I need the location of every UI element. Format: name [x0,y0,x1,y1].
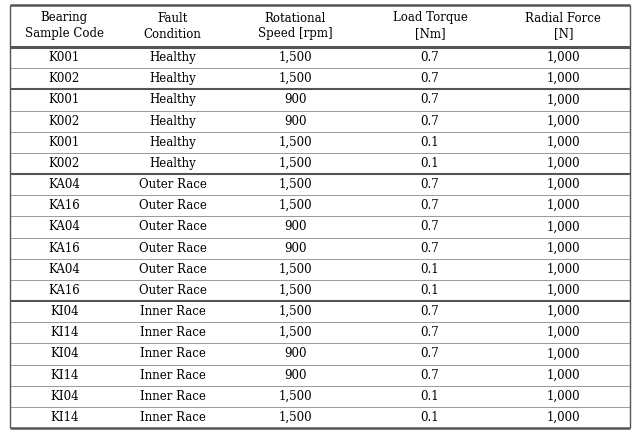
Text: 1,500: 1,500 [278,411,312,424]
Text: 900: 900 [284,94,307,107]
Text: KA04: KA04 [48,178,80,191]
Text: 0.1: 0.1 [420,411,440,424]
Text: KI14: KI14 [50,368,79,381]
Text: 1,000: 1,000 [547,178,580,191]
Text: 0.1: 0.1 [420,136,440,149]
Text: K002: K002 [49,157,80,170]
Text: Healthy: Healthy [149,157,196,170]
Text: Inner Race: Inner Race [140,411,205,424]
Text: Outer Race: Outer Race [139,263,207,276]
Text: 1,000: 1,000 [547,368,580,381]
Text: Healthy: Healthy [149,51,196,64]
Text: 0.1: 0.1 [420,263,440,276]
Text: KA16: KA16 [49,242,80,255]
Text: 0.7: 0.7 [420,347,440,360]
Text: 0.7: 0.7 [420,199,440,212]
Text: Healthy: Healthy [149,136,196,149]
Text: KA16: KA16 [49,284,80,297]
Text: Inner Race: Inner Race [140,305,205,318]
Text: Outer Race: Outer Race [139,284,207,297]
Text: K001: K001 [49,94,80,107]
Text: 0.1: 0.1 [420,284,440,297]
Text: K002: K002 [49,72,80,85]
Text: Outer Race: Outer Race [139,199,207,212]
Text: Rotational
Speed [rpm]: Rotational Speed [rpm] [258,12,333,41]
Text: 1,000: 1,000 [547,136,580,149]
Text: 0.1: 0.1 [420,157,440,170]
Text: 1,000: 1,000 [547,284,580,297]
Text: Inner Race: Inner Race [140,368,205,381]
Text: KA16: KA16 [49,199,80,212]
Text: 1,000: 1,000 [547,411,580,424]
Text: 1,000: 1,000 [547,326,580,339]
Text: KI04: KI04 [50,305,79,318]
Text: Radial Force
[N]: Radial Force [N] [525,12,602,41]
Text: 0.7: 0.7 [420,72,440,85]
Text: 1,500: 1,500 [278,305,312,318]
Text: 0.7: 0.7 [420,94,440,107]
Text: 0.7: 0.7 [420,220,440,233]
Text: 1,500: 1,500 [278,72,312,85]
Text: Load Torque
[Nm]: Load Torque [Nm] [392,12,467,41]
Text: 900: 900 [284,115,307,128]
Text: Healthy: Healthy [149,72,196,85]
Text: Inner Race: Inner Race [140,390,205,403]
Text: 0.7: 0.7 [420,326,440,339]
Text: 900: 900 [284,368,307,381]
Text: Outer Race: Outer Race [139,242,207,255]
Text: KI14: KI14 [50,326,79,339]
Text: 1,500: 1,500 [278,157,312,170]
Text: 1,000: 1,000 [547,94,580,107]
Text: 0.7: 0.7 [420,242,440,255]
Text: 0.7: 0.7 [420,368,440,381]
Text: 1,000: 1,000 [547,157,580,170]
Text: 1,000: 1,000 [547,72,580,85]
Text: 1,000: 1,000 [547,115,580,128]
Text: 900: 900 [284,347,307,360]
Text: 0.7: 0.7 [420,115,440,128]
Text: 1,000: 1,000 [547,305,580,318]
Text: 1,000: 1,000 [547,220,580,233]
Text: K001: K001 [49,136,80,149]
Text: 0.7: 0.7 [420,178,440,191]
Text: 0.1: 0.1 [420,390,440,403]
Text: Inner Race: Inner Race [140,326,205,339]
Text: 1,500: 1,500 [278,390,312,403]
Text: 900: 900 [284,220,307,233]
Text: 1,500: 1,500 [278,178,312,191]
Text: Outer Race: Outer Race [139,178,207,191]
Text: 1,000: 1,000 [547,51,580,64]
Text: 1,000: 1,000 [547,242,580,255]
Text: 1,500: 1,500 [278,326,312,339]
Text: 1,000: 1,000 [547,263,580,276]
Text: KI04: KI04 [50,390,79,403]
Text: 1,500: 1,500 [278,199,312,212]
Text: K001: K001 [49,51,80,64]
Text: 1,500: 1,500 [278,136,312,149]
Text: 0.7: 0.7 [420,51,440,64]
Text: KA04: KA04 [48,263,80,276]
Text: 1,500: 1,500 [278,51,312,64]
Text: Healthy: Healthy [149,115,196,128]
Text: KA04: KA04 [48,220,80,233]
Text: Healthy: Healthy [149,94,196,107]
Text: K002: K002 [49,115,80,128]
Text: 1,000: 1,000 [547,199,580,212]
Text: 1,500: 1,500 [278,263,312,276]
Text: Inner Race: Inner Race [140,347,205,360]
Text: 0.7: 0.7 [420,305,440,318]
Text: Bearing
Sample Code: Bearing Sample Code [25,12,104,41]
Text: Outer Race: Outer Race [139,220,207,233]
Text: 1,000: 1,000 [547,347,580,360]
Text: KI14: KI14 [50,411,79,424]
Text: KI04: KI04 [50,347,79,360]
Text: Fault
Condition: Fault Condition [144,12,202,41]
Text: 900: 900 [284,242,307,255]
Text: 1,000: 1,000 [547,390,580,403]
Text: 1,500: 1,500 [278,284,312,297]
